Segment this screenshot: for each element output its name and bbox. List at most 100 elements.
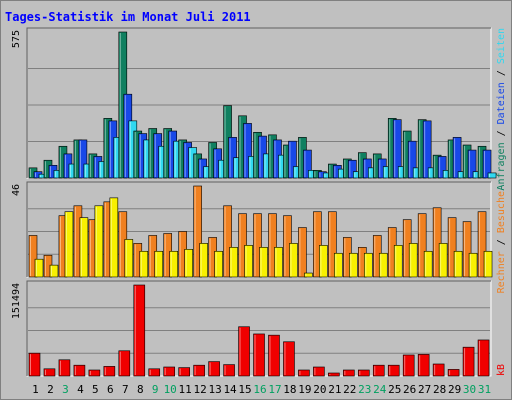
x-tick-label-day-16: 16	[253, 383, 266, 396]
panel-frame-shadow	[26, 181, 491, 277]
bar-dateien-day-19	[303, 149, 312, 179]
bar-rechner-day-21	[334, 252, 343, 278]
legend-separator: /	[496, 124, 507, 142]
bar-besuche-day-17	[268, 213, 277, 278]
bar-rechner-day-22	[349, 252, 358, 278]
bar-dateien-day-22	[348, 159, 357, 179]
bar-kb-day-30	[462, 346, 475, 377]
bar-besuche-day-30	[462, 221, 472, 278]
bar-kb-day-16	[253, 333, 265, 377]
y-tick-label: 575	[11, 30, 22, 48]
bar-kb-day-14	[223, 364, 235, 377]
bar-besuche-day-28	[432, 207, 442, 278]
chart-panels: 575 46 151494	[11, 27, 497, 377]
bar-dateien-day-30	[467, 149, 477, 179]
x-tick-label-day-7: 7	[122, 383, 129, 396]
bar-besuche-day-29	[447, 217, 457, 278]
bar-rechner-day-25	[393, 245, 403, 278]
bar-kb-day-27	[417, 354, 430, 377]
legend-entry-anfragen: Anfragen	[496, 142, 507, 190]
bar-rechner-day-4	[79, 217, 89, 278]
bar-seiten-day-31	[487, 172, 497, 179]
x-tick-label-day-24: 24	[373, 383, 387, 396]
legend-entry-dateien: Dateien	[496, 82, 507, 124]
bar-besuche-day-20	[313, 211, 322, 278]
y-tick-label: 151494	[11, 283, 22, 319]
x-tick-label-day-31: 31	[478, 383, 491, 396]
bar-rechner-day-9	[154, 250, 164, 278]
bar-rechner-day-24	[378, 252, 388, 278]
bar-besuche-day-19	[298, 227, 307, 278]
bar-kb-day-7	[118, 350, 131, 377]
x-axis-labels: 1 2 3 4 5 6 7 8 9 10 11 12 13 14 15 16 17 18 19 20 21 22 23 24 2…	[32, 383, 491, 396]
bar-kb-day-17	[268, 334, 280, 377]
bar-kb-day-11	[178, 367, 190, 377]
panel-bottom: 151494	[11, 280, 492, 377]
legend-entry-kb: kB	[496, 364, 507, 376]
legend-top: Anfragen / Dateien / Seiten	[496, 28, 507, 191]
bar-kb-day-12	[193, 364, 205, 377]
bar-rechner-day-28	[438, 243, 448, 278]
bar-kb-day-19	[298, 369, 310, 377]
panel-top: 575	[11, 27, 497, 179]
bar-kb-day-18	[283, 341, 295, 377]
legend-bottom: kB	[496, 364, 507, 376]
bar-kb-day-24	[372, 364, 385, 377]
chart-title: Tages-Statistik im Monat Juli 2011	[5, 10, 251, 24]
bar-rechner-day-16	[259, 247, 268, 278]
bar-dateien-day-4	[78, 139, 88, 179]
y-tick-label: 46	[11, 184, 22, 196]
bar-kb-day-2	[43, 368, 56, 377]
legend-separator: /	[496, 233, 507, 251]
bar-kb-day-29	[447, 369, 460, 377]
legend-entry-seiten: Seiten	[496, 28, 507, 64]
bar-besuche-day-14	[223, 205, 232, 278]
bar-rechner-day-13	[214, 250, 223, 278]
bar-kb-day-26	[402, 354, 415, 377]
bar-rechner-day-10	[169, 250, 179, 278]
bar-rechner-day-3	[64, 211, 74, 278]
bar-besuche-day-21	[328, 211, 337, 278]
bar-dateien-day-27	[422, 120, 432, 179]
x-tick-label-day-28: 28	[433, 383, 446, 396]
x-tick-label-day-19: 19	[298, 383, 311, 396]
bar-besuche-day-1	[28, 235, 38, 278]
bar-rechner-day-1	[34, 258, 44, 278]
x-tick-label-day-30: 30	[463, 383, 476, 396]
legend-separator: /	[496, 64, 507, 82]
bar-dateien-day-18	[288, 140, 297, 179]
bar-dateien-day-28	[437, 156, 447, 179]
bar-kb-day-1	[28, 352, 41, 377]
x-tick-label-day-18: 18	[283, 383, 296, 396]
bar-dateien-day-25	[392, 119, 402, 179]
bar-kb-day-3	[58, 359, 71, 377]
panel-frame-shadow	[26, 27, 491, 178]
bar-rechner-day-17	[274, 247, 283, 278]
x-tick-label-day-13: 13	[208, 383, 221, 396]
panel-frame-shadow	[26, 280, 491, 376]
bar-rechner-day-5	[94, 205, 104, 278]
x-tick-label-day-15: 15	[238, 383, 251, 396]
bar-rechner-day-30	[468, 252, 478, 278]
bar-rechner-day-8	[139, 250, 149, 278]
bar-kb-day-6	[103, 366, 116, 377]
bar-besuche-day-16	[253, 213, 262, 278]
bar-rechner-day-19	[304, 272, 313, 278]
bar-rechner-day-27	[423, 250, 433, 278]
bar-rechner-day-29	[453, 250, 463, 278]
x-tick-label-day-29: 29	[448, 383, 461, 396]
legend-entry-besuche: Besuche	[496, 191, 507, 233]
bar-kb-day-31	[477, 339, 490, 377]
legend-middle: Rechner / Besuche	[496, 191, 507, 293]
bar-dateien-day-26	[407, 140, 417, 179]
bar-rechner-day-18	[289, 243, 298, 278]
x-tick-label-day-1: 1	[32, 383, 39, 396]
x-tick-label-day-11: 11	[179, 383, 192, 396]
bar-rechner-day-20	[319, 245, 328, 278]
x-tick-label-day-9: 9	[152, 383, 159, 396]
x-tick-label-day-6: 6	[107, 383, 114, 396]
bar-kb-day-8	[133, 284, 146, 377]
x-tick-label-day-22: 22	[343, 383, 356, 396]
bar-kb-day-15	[238, 326, 250, 377]
